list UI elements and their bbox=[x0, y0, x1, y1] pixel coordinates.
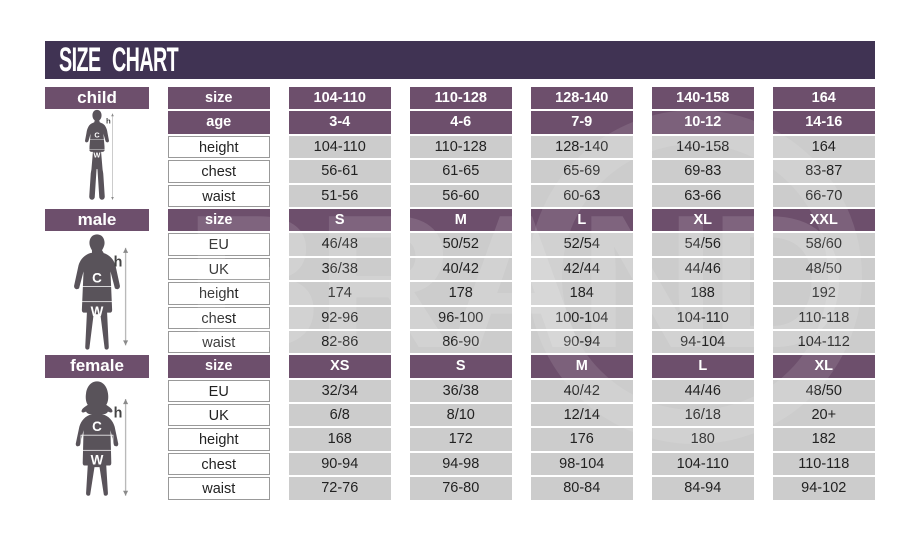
svg-text:W: W bbox=[94, 151, 101, 160]
svg-text:C: C bbox=[92, 271, 102, 286]
svg-text:h: h bbox=[114, 255, 123, 271]
svg-text:h: h bbox=[106, 117, 111, 126]
svg-text:W: W bbox=[91, 452, 104, 467]
svg-text:h: h bbox=[114, 405, 123, 421]
svg-text:C: C bbox=[92, 419, 102, 434]
svg-text:C: C bbox=[94, 131, 100, 140]
svg-text:W: W bbox=[91, 304, 104, 319]
